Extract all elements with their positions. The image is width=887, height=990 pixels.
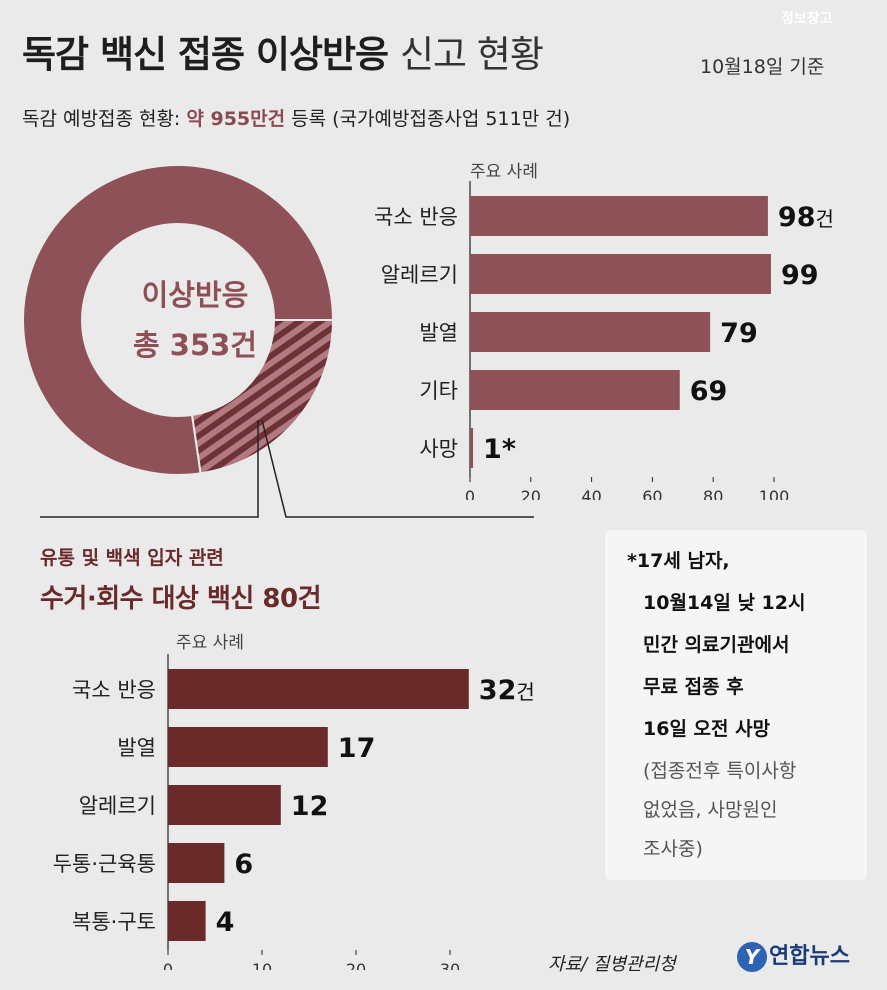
value-label: 99 xyxy=(781,260,819,291)
donut-label-line1: 이상반응 xyxy=(141,278,249,312)
note-line: 민간 의료기관에서 xyxy=(643,634,790,656)
title-thin: 신고 현황 xyxy=(399,33,544,76)
page-title: 독감 백신 접종 이상반응 신고 현황 xyxy=(22,24,544,78)
x-tick-label: 60 xyxy=(642,487,662,500)
note-gray-line: 없었음, 사망원인 xyxy=(643,799,778,821)
x-tick-label: 80 xyxy=(703,487,723,500)
bar xyxy=(168,727,328,767)
category-label: 기타 xyxy=(419,379,458,403)
chart-caption: 주요 사례 xyxy=(176,633,244,653)
title-bold: 독감 백신 접종 이상반응 xyxy=(22,33,389,76)
note-gray-line: 조사중) xyxy=(643,838,703,860)
value-label: 98건 xyxy=(778,202,834,233)
source-credit: 자료/ 질병관리청 xyxy=(548,954,676,975)
note-line: *17세 남자, xyxy=(627,550,730,572)
note-line: 10월14일 낮 12시 xyxy=(643,592,806,614)
logo-text: 연합뉴스 xyxy=(769,944,850,969)
x-tick-label: 100 xyxy=(759,487,790,500)
vaccination-summary: 독감 예방접종 현황: 약 955만건 등록 (국가예방접종사업 511만 건) xyxy=(22,104,570,131)
bar xyxy=(470,196,768,236)
bar xyxy=(168,785,281,825)
value-label: 32건 xyxy=(479,675,535,706)
bar xyxy=(470,428,474,468)
value-label: 17 xyxy=(338,733,376,764)
bar xyxy=(470,254,771,294)
bar xyxy=(470,370,680,410)
donut-slice-recall xyxy=(190,319,335,475)
logo-mark-icon: Y xyxy=(737,942,767,972)
bar xyxy=(168,843,225,883)
bar xyxy=(168,901,206,941)
category-label: 국소 반응 xyxy=(374,205,458,229)
bar xyxy=(168,669,469,709)
summary-prefix: 독감 예방접종 현황: xyxy=(22,108,187,130)
category-label: 복통·구토 xyxy=(72,910,156,934)
summary-suffix: 등록 (국가예방접종사업 511만 건) xyxy=(285,108,571,130)
value-label: 4 xyxy=(216,907,235,938)
value-label: 6 xyxy=(234,849,253,880)
recall-subtitle: 유통 및 백색 입자 관련 xyxy=(40,547,224,569)
value-unit: 건 xyxy=(815,207,833,231)
donut-slice-other xyxy=(22,164,335,476)
connector-right xyxy=(261,419,534,518)
note-line: 무료 접종 후 xyxy=(643,676,744,698)
x-tick-label: 40 xyxy=(581,487,601,500)
category-label: 알레르기 xyxy=(79,794,156,818)
donut-chart xyxy=(22,164,335,476)
value-label: 1* xyxy=(483,434,516,465)
x-tick-label: 20 xyxy=(346,960,366,970)
category-label: 알레르기 xyxy=(381,263,458,287)
bar xyxy=(470,312,711,352)
recall-title: 수거·회수 대상 백신 80건 xyxy=(40,584,322,614)
category-label: 국소 반응 xyxy=(72,678,156,702)
value-unit: 건 xyxy=(516,680,534,704)
category-label: 발열 xyxy=(117,736,156,760)
death-note-box: *17세 남자, 10월14일 낮 12시 민간 의료기관에서 무료 접종 후 … xyxy=(605,530,867,880)
note-line: 16일 오전 사망 xyxy=(643,718,771,740)
reference-date: 10월18일 기준 xyxy=(700,56,825,78)
corner-tag: 정보창고 xyxy=(781,11,833,27)
value-label: 79 xyxy=(720,318,758,349)
summary-highlight: 약 955만건 xyxy=(186,108,286,130)
x-tick-label: 10 xyxy=(252,960,272,970)
yonhap-logo: Y 연합뉴스 xyxy=(737,938,850,972)
x-tick-label: 20 xyxy=(521,487,541,500)
donut-label-line2: 총 353건 xyxy=(133,328,257,362)
x-tick-label: 0 xyxy=(465,487,475,500)
connector-left xyxy=(40,420,259,518)
category-label: 사망 xyxy=(419,437,458,461)
category-label: 발열 xyxy=(419,321,458,345)
note-gray-line: (접종전후 특이사항 xyxy=(643,760,797,782)
x-tick-label: 0 xyxy=(163,960,173,970)
x-tick-label: 30 xyxy=(440,960,460,970)
value-label: 69 xyxy=(690,376,728,407)
chart-caption: 주요 사례 xyxy=(470,162,538,182)
category-label: 두통·근육통 xyxy=(53,852,156,876)
value-label: 12 xyxy=(291,791,329,822)
